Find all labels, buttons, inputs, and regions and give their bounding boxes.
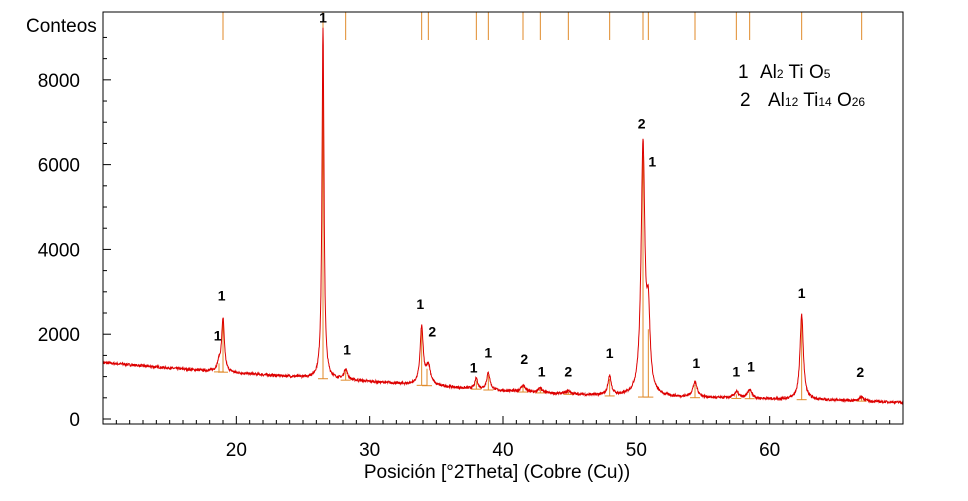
x-axis-title: Posición [°2Theta] (Cobre (Cu)) <box>364 462 630 483</box>
legend: 1 Al2 Ti O5 2 Al12 Ti14 O26 <box>738 62 865 111</box>
y-axis-title: Conteos <box>26 16 97 37</box>
y-tick-label: 2000 <box>38 325 80 346</box>
peak-label: 1 <box>648 154 656 170</box>
peak-label: 1 <box>732 364 740 380</box>
y-axis: 0 2000 4000 6000 8000 <box>38 36 111 431</box>
peak-label: 1 <box>798 285 806 301</box>
peak-label: 1 <box>538 364 546 380</box>
y-tick-label: 4000 <box>38 240 80 261</box>
y-tick-label: 0 <box>69 410 80 431</box>
y-tick-label: 6000 <box>38 156 80 177</box>
legend-formula: Al2 Ti O5 <box>760 62 831 83</box>
peak-label: 1 <box>319 10 327 26</box>
peak-label: 2 <box>428 323 436 339</box>
top-markers <box>222 12 863 40</box>
x-tick-label: 60 <box>759 440 780 461</box>
x-tick-label: 30 <box>359 440 380 461</box>
peak-label: 2 <box>520 351 528 367</box>
peak-label: 1 <box>214 328 222 344</box>
peak-label: 2 <box>856 364 864 380</box>
peak-label: 1 <box>692 355 700 371</box>
diffraction-pattern-line <box>102 27 904 405</box>
x-axis: 20 30 40 50 60 <box>115 416 891 461</box>
x-tick-label: 20 <box>226 440 247 461</box>
peak-label: 1 <box>218 287 226 303</box>
peak-label: 1 <box>747 359 755 375</box>
peak-label: 2 <box>638 116 646 132</box>
peak-label: 1 <box>416 296 424 312</box>
x-tick-label: 40 <box>492 440 513 461</box>
legend-formula: Al12 Ti14 O26 <box>768 90 865 111</box>
reference-lines <box>214 28 867 402</box>
peak-label: 1 <box>484 345 492 361</box>
y-tick-label: 8000 <box>38 71 80 92</box>
legend-number: 1 <box>738 62 749 83</box>
peak-label: 2 <box>564 364 572 380</box>
legend-number: 2 <box>740 90 751 111</box>
peak-label: 1 <box>470 359 478 375</box>
peak-label: 1 <box>343 342 351 358</box>
x-tick-label: 50 <box>626 440 647 461</box>
peak-label: 1 <box>606 345 614 361</box>
